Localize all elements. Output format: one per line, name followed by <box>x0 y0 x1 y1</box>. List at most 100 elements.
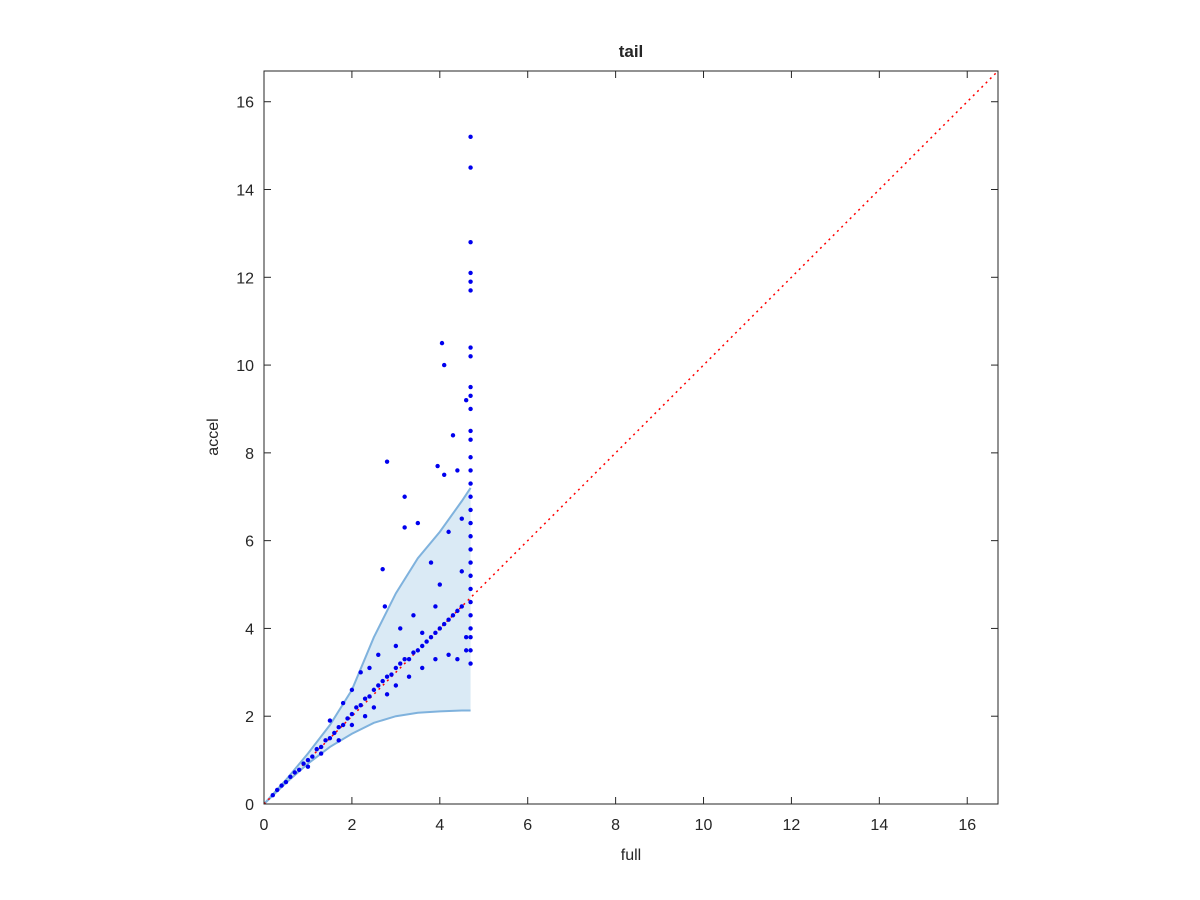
axes: 0 2 4 6 8 10 12 14 16 0 2 4 6 8 10 12 14 16 <box>236 70 999 834</box>
point <box>468 520 473 526</box>
y-axis-label: accel <box>205 418 222 455</box>
point <box>327 718 333 723</box>
point <box>340 700 346 706</box>
point <box>446 529 451 535</box>
point <box>345 716 350 721</box>
point <box>442 362 447 368</box>
point <box>450 613 456 618</box>
point <box>402 494 407 499</box>
y-tick-label: 16 <box>236 95 254 112</box>
point <box>398 626 403 631</box>
point <box>459 569 464 574</box>
point <box>468 165 473 170</box>
point <box>402 656 407 662</box>
point <box>376 683 381 688</box>
point <box>459 516 464 521</box>
x-tick-label: 4 <box>435 817 444 834</box>
point <box>274 787 280 793</box>
point <box>446 617 451 622</box>
point <box>358 670 363 675</box>
point <box>455 468 460 473</box>
point <box>468 393 473 399</box>
point <box>336 738 341 743</box>
point <box>433 630 438 636</box>
point <box>340 722 346 728</box>
point <box>292 770 297 775</box>
point <box>468 134 473 140</box>
point <box>411 613 416 618</box>
band-area <box>264 487 471 804</box>
point <box>389 672 394 677</box>
point <box>468 494 473 499</box>
y-tick-label: 12 <box>236 270 254 287</box>
point <box>380 678 385 684</box>
y-tick-label: 14 <box>236 183 254 200</box>
point <box>420 643 425 649</box>
point <box>450 433 456 438</box>
y-tick-label: 8 <box>245 446 254 463</box>
point <box>455 608 460 614</box>
point <box>393 665 399 671</box>
point <box>384 692 390 697</box>
point <box>463 635 469 640</box>
x-tick-label: 10 <box>695 817 713 834</box>
y-tick-label: 2 <box>245 709 254 726</box>
point <box>428 635 434 640</box>
point <box>305 757 311 763</box>
chart-title: tail <box>619 42 644 61</box>
point <box>468 560 473 565</box>
point <box>468 239 473 245</box>
point <box>437 582 443 587</box>
point <box>468 534 473 539</box>
point <box>406 656 412 662</box>
point <box>362 714 368 719</box>
point <box>349 722 355 728</box>
point <box>468 573 473 578</box>
point <box>318 751 324 756</box>
point <box>301 761 306 766</box>
point <box>468 507 473 513</box>
point <box>468 599 473 605</box>
point <box>310 754 315 759</box>
point <box>433 604 438 609</box>
point <box>442 621 447 627</box>
x-tick-label: 12 <box>783 817 801 834</box>
point <box>314 746 319 752</box>
point <box>468 406 473 412</box>
point <box>468 354 473 359</box>
point <box>468 547 473 552</box>
point <box>323 738 328 743</box>
point <box>442 472 447 478</box>
point <box>420 665 425 671</box>
point <box>380 566 385 572</box>
x-tick-label: 2 <box>347 817 356 834</box>
point <box>362 696 368 701</box>
point <box>384 674 390 679</box>
point <box>468 586 473 592</box>
y-tick-label: 0 <box>245 797 254 814</box>
point <box>415 520 421 526</box>
point <box>468 345 473 350</box>
point <box>468 481 473 486</box>
point <box>459 604 464 609</box>
x-tick-label: 8 <box>611 817 620 834</box>
point <box>468 635 473 640</box>
point <box>468 270 473 276</box>
x-tick-label: 0 <box>260 817 269 834</box>
point <box>406 674 412 679</box>
point <box>393 643 399 649</box>
x-tick-label: 6 <box>523 817 532 834</box>
point <box>428 560 434 565</box>
point <box>288 774 293 779</box>
point <box>279 783 284 788</box>
x-tick-label: 14 <box>870 817 888 834</box>
point <box>411 650 416 655</box>
point <box>393 683 399 688</box>
point <box>398 661 403 666</box>
point <box>435 463 440 469</box>
point <box>439 340 445 346</box>
point <box>420 630 425 636</box>
point <box>354 705 359 710</box>
